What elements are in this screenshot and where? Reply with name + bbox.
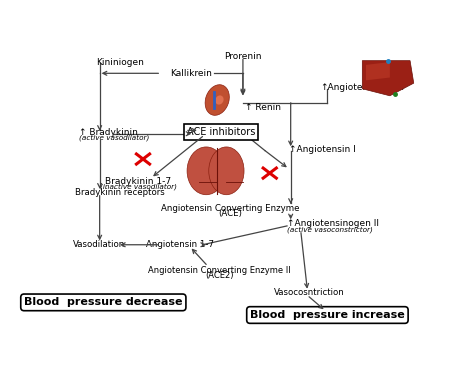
Text: Vasodilation: Vasodilation [73, 240, 125, 249]
Text: Bradykinin 1-7: Bradykinin 1-7 [105, 177, 171, 186]
Text: ↑Angiotensin I: ↑Angiotensin I [289, 145, 356, 154]
Text: Prorenin: Prorenin [224, 52, 262, 61]
Ellipse shape [215, 95, 224, 105]
Text: Blood  pressure decrease: Blood pressure decrease [24, 297, 182, 307]
Polygon shape [366, 62, 390, 80]
Text: (ACE): (ACE) [218, 210, 242, 218]
Text: Kininiogen: Kininiogen [96, 58, 144, 66]
Text: Angiotensin Converting Enzyme: Angiotensin Converting Enzyme [161, 204, 299, 213]
Text: Blood  pressure increase: Blood pressure increase [250, 310, 405, 320]
Text: Angiotensin Converting Enzyme II: Angiotensin Converting Enzyme II [148, 266, 291, 274]
Text: (inactive vasodilator): (inactive vasodilator) [100, 184, 177, 191]
Text: ↑ Renin: ↑ Renin [245, 103, 281, 112]
Text: ↑Angiotensinogen: ↑Angiotensinogen [320, 83, 404, 92]
Text: ACE inhibitors: ACE inhibitors [187, 127, 255, 137]
Text: (ACE2): (ACE2) [205, 271, 233, 280]
Ellipse shape [209, 147, 244, 195]
Ellipse shape [205, 85, 229, 115]
Text: (active vasodilator): (active vasodilator) [80, 135, 150, 141]
Text: ↑Angiotensinogen II: ↑Angiotensinogen II [287, 219, 379, 228]
Text: ↑ Bradykinin: ↑ Bradykinin [80, 128, 138, 137]
Text: Angiotensin 1-7: Angiotensin 1-7 [146, 240, 214, 249]
Text: (active vasoconstrictor): (active vasoconstrictor) [287, 226, 373, 233]
Ellipse shape [187, 147, 225, 195]
Polygon shape [362, 61, 414, 96]
Text: Kallikrein: Kallikrein [171, 69, 212, 78]
Text: Bradykinin receptors: Bradykinin receptors [75, 188, 164, 197]
Text: Vasocosntriction: Vasocosntriction [273, 288, 345, 297]
